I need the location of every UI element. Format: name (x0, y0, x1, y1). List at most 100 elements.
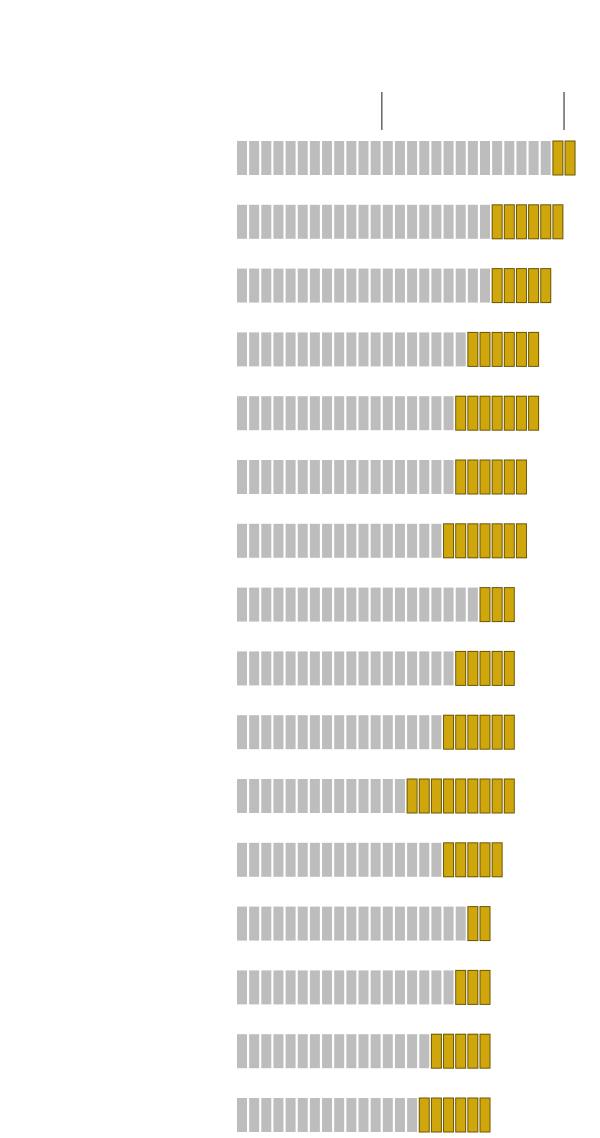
unit-block (552, 204, 564, 240)
unit-block (309, 970, 320, 1005)
unit-block (394, 970, 405, 1005)
unit-block (431, 715, 442, 750)
unit-block (322, 970, 333, 1005)
segment (455, 969, 491, 1005)
unit-block (467, 906, 479, 942)
unit-block (249, 396, 260, 431)
unit-block (431, 842, 442, 877)
unit-block (443, 1033, 455, 1069)
unit-block (407, 1034, 418, 1069)
unit-block (237, 204, 247, 239)
unit-block (407, 332, 418, 367)
unit-block (418, 778, 430, 814)
unit-block (297, 1098, 308, 1132)
unit-block (528, 141, 539, 175)
unit-block (455, 587, 466, 622)
unit-block (394, 842, 405, 877)
unit-block (407, 970, 418, 1005)
unit-block (443, 778, 455, 814)
unit-block (261, 460, 272, 494)
unit-block (297, 842, 308, 877)
unit-block (431, 587, 442, 622)
unit-block (285, 779, 296, 813)
unit-block (382, 587, 393, 622)
unit-block (237, 651, 247, 686)
unit-block (322, 1034, 333, 1069)
unit-block (431, 204, 442, 239)
segment (237, 651, 454, 686)
unit-block (528, 395, 540, 431)
unit-block (394, 523, 405, 558)
segment (552, 140, 576, 176)
unit-block (407, 651, 418, 686)
unit-block (346, 779, 357, 813)
unit-block (467, 331, 479, 367)
unit-block (309, 332, 320, 367)
unit-block (479, 459, 491, 495)
unit-block (285, 715, 296, 750)
unit-block (285, 396, 296, 431)
unit-block (285, 651, 296, 686)
unit-block (479, 969, 491, 1005)
unit-block (370, 715, 381, 750)
unit-block (309, 460, 320, 494)
unit-block (334, 587, 345, 622)
unit-block (467, 1097, 479, 1133)
unit-block (322, 396, 333, 431)
unit-block (261, 1034, 272, 1069)
unit-block (455, 523, 467, 559)
unit-block (467, 1033, 479, 1069)
unit-block (334, 204, 345, 239)
unit-block (370, 523, 381, 558)
unit-block (479, 587, 491, 623)
unit-block (334, 523, 345, 558)
unit-block (237, 1034, 247, 1069)
unit-block (528, 331, 540, 367)
unit-block (309, 842, 320, 877)
unit-block (479, 1097, 491, 1133)
unit-block (394, 1034, 405, 1069)
unit-block (370, 842, 381, 877)
unit-block (467, 204, 478, 239)
unit-block (370, 204, 381, 239)
unit-block (479, 650, 491, 686)
unit-block (237, 970, 247, 1005)
unit-block (334, 460, 345, 494)
unit-block (249, 204, 260, 239)
unit-block (419, 970, 430, 1005)
segment (237, 204, 490, 239)
unit-block (285, 460, 296, 494)
unit-block (237, 460, 247, 494)
segment (237, 779, 405, 813)
unit-block (406, 778, 418, 814)
unit-block (407, 587, 418, 622)
unit-block (419, 204, 430, 239)
unit-block (358, 651, 369, 686)
unit-block (249, 1098, 260, 1132)
unit-block (394, 460, 405, 494)
unit-block (504, 141, 515, 175)
unit-block (382, 970, 393, 1005)
unit-block (285, 1034, 296, 1069)
unit-block (297, 204, 308, 239)
unit-block (346, 141, 357, 175)
unit-block (443, 268, 454, 303)
unit-block (467, 395, 479, 431)
unit-block (443, 1097, 455, 1133)
unit-block (309, 715, 320, 750)
unit-block (297, 587, 308, 622)
unit-block (346, 1098, 357, 1132)
unit-block (334, 651, 345, 686)
unit-block (237, 842, 247, 877)
unit-block (394, 779, 405, 813)
segment (406, 778, 515, 814)
unit-block (370, 779, 381, 813)
unit-block (491, 523, 503, 559)
unit-block (358, 587, 369, 622)
unit-block (455, 268, 466, 303)
unit-block (346, 970, 357, 1005)
unit-block (467, 650, 479, 686)
unit-block (249, 651, 260, 686)
unit-block (479, 714, 491, 750)
unit-block (273, 332, 284, 367)
